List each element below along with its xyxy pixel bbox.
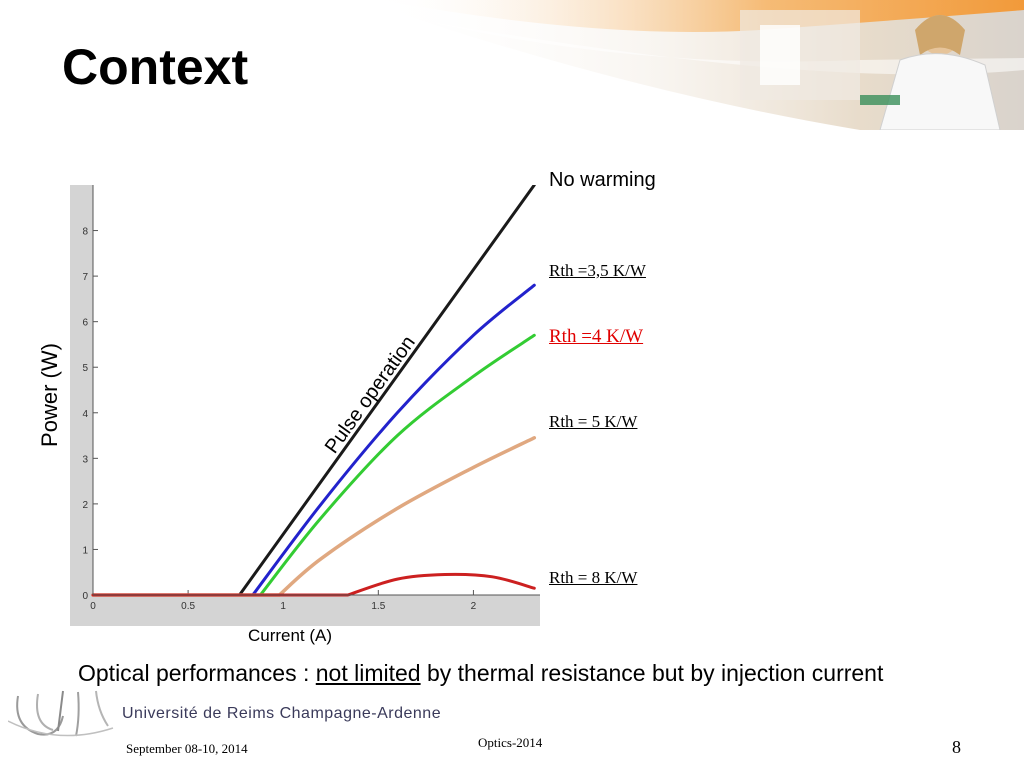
label-rth-4: Rth =4 K/W (549, 326, 644, 347)
y-tick-label: 5 (82, 363, 88, 374)
y-tick-label: 1 (82, 545, 88, 556)
plot-area (93, 185, 540, 595)
conclusion-text: Optical performances : not limited by th… (78, 660, 883, 687)
x-tick-label: 1.5 (371, 601, 385, 612)
x-tick-label: 0 (90, 601, 96, 612)
conclusion-suffix: by thermal resistance but by injection c… (420, 660, 884, 686)
series-rth-8 (91, 572, 536, 597)
y-tick-label: 8 (82, 227, 88, 238)
x-tick-label: 2 (471, 601, 477, 612)
x-tick-label: 0.5 (181, 601, 195, 612)
y-tick-label: 6 (82, 318, 88, 329)
series-rth-4 (91, 333, 536, 597)
slide-title: Context (62, 39, 249, 95)
x-tick-label: 1 (280, 601, 286, 612)
label-rth-8: Rth = 8 K/W (549, 568, 638, 587)
label-rth-5: Rth = 5 K/W (549, 412, 638, 431)
page-number: 8 (952, 737, 961, 757)
series-rth-5 (91, 436, 537, 597)
y-tick-label: 7 (82, 272, 88, 283)
y-axis-label: Power (W) (37, 343, 62, 447)
conclusion-prefix: Optical performances : (78, 660, 316, 686)
university-name: Université de Reims Champagne-Ardenne (122, 705, 442, 722)
footer-conference: Optics-2014 (478, 735, 543, 750)
label-rth-3-5: Rth =3,5 K/W (549, 261, 646, 280)
header-banner-image (360, 0, 1024, 130)
label-no-warming: No warming (549, 169, 656, 191)
university-logo (8, 690, 114, 737)
y-tick-label: 2 (82, 500, 88, 511)
x-axis-label: Current (A) (247, 626, 333, 645)
series-rth-3-5 (91, 283, 536, 597)
y-tick-label: 4 (82, 409, 88, 420)
footer-date: September 08-10, 2014 (126, 741, 248, 756)
conclusion-emphasis: not limited (315, 660, 421, 686)
y-tick-label: 0 (82, 591, 88, 602)
y-tick-label: 3 (82, 454, 88, 465)
